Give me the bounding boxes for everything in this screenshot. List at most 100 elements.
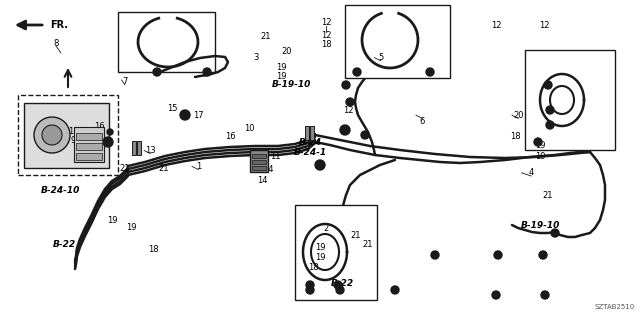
Text: B-24-10: B-24-10 <box>41 186 81 195</box>
Bar <box>76 143 102 150</box>
Text: FR.: FR. <box>50 20 68 30</box>
Text: 19: 19 <box>315 244 325 252</box>
Circle shape <box>391 286 399 294</box>
Circle shape <box>539 251 547 259</box>
Text: 1: 1 <box>196 162 201 171</box>
Bar <box>250 150 268 172</box>
Text: 12: 12 <box>491 21 501 30</box>
Text: 12: 12 <box>321 18 332 27</box>
Text: 6: 6 <box>420 117 425 126</box>
Text: 4: 4 <box>529 168 534 177</box>
Bar <box>132 141 136 155</box>
Circle shape <box>541 291 549 299</box>
Text: 16: 16 <box>225 132 236 140</box>
Bar <box>76 153 102 160</box>
Circle shape <box>431 251 439 259</box>
Text: 18: 18 <box>510 132 520 140</box>
Circle shape <box>546 121 554 129</box>
Circle shape <box>153 68 161 76</box>
Text: 14: 14 <box>264 165 274 174</box>
Text: B-24-1: B-24-1 <box>294 148 327 156</box>
Text: 2: 2 <box>324 224 329 233</box>
Text: 3: 3 <box>253 53 259 62</box>
Bar <box>252 160 266 164</box>
Text: 19: 19 <box>315 253 325 262</box>
Text: B-24: B-24 <box>299 138 322 147</box>
Text: 8: 8 <box>54 39 59 48</box>
Text: 11: 11 <box>68 127 79 136</box>
Text: 21: 21 <box>120 164 130 172</box>
Circle shape <box>315 160 325 170</box>
Text: B-22: B-22 <box>52 240 76 249</box>
Text: 10: 10 <box>244 124 255 132</box>
Text: 18: 18 <box>321 40 332 49</box>
Circle shape <box>494 251 502 259</box>
Text: 19: 19 <box>536 152 546 161</box>
Circle shape <box>353 68 361 76</box>
Bar <box>252 154 266 158</box>
Text: 7: 7 <box>122 77 127 86</box>
Bar <box>295 205 377 300</box>
Bar <box>24 103 109 168</box>
Circle shape <box>492 291 500 299</box>
Polygon shape <box>345 5 450 78</box>
Circle shape <box>361 131 369 139</box>
Text: 13: 13 <box>145 146 156 155</box>
Text: 21: 21 <box>260 32 271 41</box>
Text: 21: 21 <box>158 164 168 172</box>
Circle shape <box>546 106 554 114</box>
Bar <box>74 127 104 162</box>
Circle shape <box>336 286 344 294</box>
Text: 19: 19 <box>276 63 287 72</box>
Bar <box>18 95 118 175</box>
Bar <box>310 126 314 140</box>
Bar <box>76 133 102 140</box>
Text: B-22: B-22 <box>331 279 354 288</box>
Text: SZTAB2510: SZTAB2510 <box>595 304 635 310</box>
Text: 21: 21 <box>363 240 373 249</box>
Text: 19: 19 <box>107 216 117 225</box>
Bar <box>305 126 309 140</box>
Circle shape <box>306 281 314 289</box>
Text: 21: 21 <box>542 191 552 200</box>
Bar <box>137 141 141 155</box>
Circle shape <box>42 125 62 145</box>
Text: 17: 17 <box>193 111 204 120</box>
Text: 12: 12 <box>321 31 332 40</box>
Bar <box>252 166 266 170</box>
Text: 11: 11 <box>270 152 280 161</box>
Circle shape <box>306 286 314 294</box>
Polygon shape <box>118 12 215 72</box>
Circle shape <box>107 129 113 135</box>
Bar <box>525 50 615 150</box>
Text: 12: 12 <box>539 21 549 30</box>
Circle shape <box>334 281 342 289</box>
Text: B-19-10: B-19-10 <box>521 221 561 230</box>
Circle shape <box>544 81 552 89</box>
Text: 20: 20 <box>282 47 292 56</box>
Text: 20: 20 <box>513 111 524 120</box>
Text: 18: 18 <box>148 245 159 254</box>
Text: 9: 9 <box>71 136 76 145</box>
Circle shape <box>426 68 434 76</box>
Text: 14: 14 <box>257 176 268 185</box>
Text: 18: 18 <box>308 263 319 272</box>
Circle shape <box>342 81 350 89</box>
Text: 15: 15 <box>168 104 178 113</box>
Text: B-19-10: B-19-10 <box>271 80 311 89</box>
Circle shape <box>340 125 350 135</box>
Text: 19: 19 <box>276 72 287 81</box>
Circle shape <box>534 138 542 146</box>
Text: 19: 19 <box>536 141 546 150</box>
Text: 12: 12 <box>344 106 354 115</box>
Circle shape <box>34 117 70 153</box>
Text: 16: 16 <box>94 122 104 131</box>
Text: 19: 19 <box>126 223 136 232</box>
Circle shape <box>346 98 354 106</box>
Circle shape <box>203 68 211 76</box>
Circle shape <box>180 110 190 120</box>
Circle shape <box>103 137 113 147</box>
Text: 21: 21 <box>350 231 360 240</box>
Circle shape <box>551 229 559 237</box>
Text: 5: 5 <box>378 53 383 62</box>
